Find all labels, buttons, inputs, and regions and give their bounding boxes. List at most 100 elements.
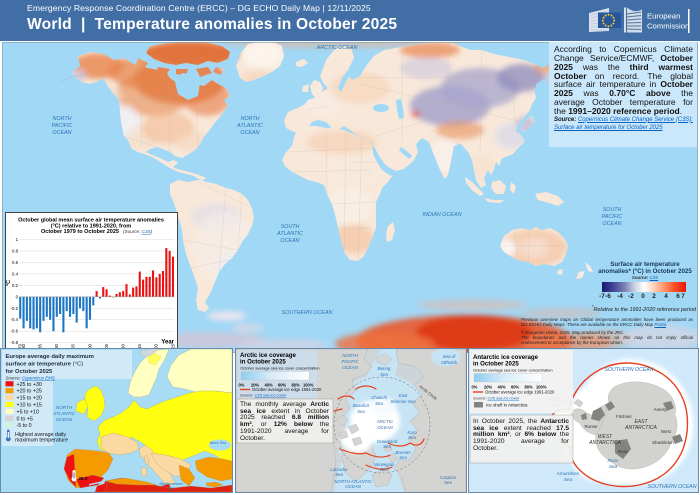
svg-text:0.2: 0.2 [12,283,19,288]
svg-text:-0.2: -0.2 [11,306,19,311]
svg-text:+15 to +20: +15 to +20 [17,396,42,402]
svg-text:80%: 80% [292,383,301,388]
svg-text:2000: 2000 [87,343,92,348]
svg-text:Source: C3S sea ice cover: Source: C3S sea ice cover [473,395,520,400]
svg-text:1979: 1979 [18,343,23,348]
svg-text:Barents: Barents [395,450,411,455]
svg-text:ANTARCTICA: ANTARCTICA [588,440,621,446]
svg-text:Sea of: Sea of [443,354,456,359]
svg-text:Ice shelf in Antarctica: Ice shelf in Antarctica [486,403,528,408]
svg-text:ARCTIC OCEAN: ARCTIC OCEAN [316,45,358,51]
svg-text:Greenland: Greenland [377,439,398,444]
svg-text:NORTH: NORTH [52,116,71,122]
svg-text:Sea: Sea [380,467,388,472]
svg-text:80%: 80% [525,385,534,390]
svg-text:NORTH: NORTH [56,405,73,410]
svg-text:October 1979 to October 2025: October 1979 to October 2025 [41,229,119,235]
svg-text:Black Sea: Black Sea [210,441,226,445]
svg-text:Europe average daily maximum: Europe average daily maximum [6,354,94,360]
svg-text:Sea: Sea [375,401,383,406]
svg-text:OCEAN: OCEAN [280,238,299,244]
svg-text:0: 0 [16,294,19,299]
svg-text:20%: 20% [484,385,493,390]
svg-text:INDIAN OCEAN: INDIAN OCEAN [423,212,462,218]
svg-text:Fitchner: Fitchner [616,414,632,419]
svg-text:Labrador: Labrador [330,467,348,472]
svg-text:Amundsen: Amundsen [556,471,580,477]
svg-text:1985: 1985 [38,343,43,348]
svg-text:-0.4: -0.4 [11,317,19,322]
svg-text:(Source: C3S): (Source: C3S) [123,229,153,234]
svg-text:Runne: Runne [585,424,598,429]
svg-text:1980: 1980 [21,343,26,348]
svg-text:0 to +5: 0 to +5 [17,416,33,422]
svg-text:October average ice edge 1991-: October average ice edge 1991-2020 [485,390,555,395]
svg-text:Shackleton: Shackleton [652,440,674,445]
svg-text:Mediterranean: Mediterranean [159,482,182,486]
svg-text:OCEAN: OCEAN [345,484,361,489]
svg-text:Sea: Sea [168,487,174,491]
svg-text:ATLANTIC: ATLANTIC [236,123,263,129]
svg-text:Source: C3S sea ice cover: Source: C3S sea ice cover [240,392,287,397]
svg-text:Sea: Sea [380,372,388,377]
svg-text:European: European [647,12,680,21]
svg-text:PACIFIC: PACIFIC [602,214,623,220]
svg-text:Sea: Sea [444,480,452,485]
svg-text:NORTH: NORTH [342,353,358,358]
svg-text:SOUTH: SOUTH [603,207,622,213]
svg-text:°C: °C [6,280,12,286]
svg-text:ANTARCTICA: ANTARCTICA [624,425,657,431]
svg-text:ARCTIC: ARCTIC [376,419,394,424]
svg-text:40%: 40% [265,383,274,388]
svg-text:ATLANTIC: ATLANTIC [276,231,303,237]
svg-text:2015: 2015 [137,343,142,348]
svg-text:SOUTHERN OCEAN: SOUTHERN OCEAN [648,484,697,490]
svg-text:OCEAN: OCEAN [240,130,259,136]
svg-text:0%: 0% [239,383,245,388]
svg-text:0.6: 0.6 [12,260,19,265]
svg-text:October average ice edge 1991-: October average ice edge 1991-2020 [252,387,322,392]
svg-text:Siberian Sea: Siberian Sea [390,399,416,404]
svg-text:OCEAN: OCEAN [602,221,621,227]
svg-text:0.4: 0.4 [12,271,19,276]
svg-text:Beaufort: Beaufort [353,403,370,408]
svg-text:Sea: Sea [335,472,343,477]
svg-text:Antarctic ice coverage: Antarctic ice coverage [473,354,539,361]
svg-text:in October 2025: in October 2025 [473,361,519,368]
svg-text:Source: Copernicus EMS: Source: Copernicus EMS [6,376,55,381]
svg-text:100%: 100% [536,385,547,390]
svg-text:+20 to +25: +20 to +25 [17,389,42,395]
svg-text:Sea: Sea [357,409,365,414]
svg-text:2025: 2025 [170,343,175,348]
svg-text:EAST: EAST [634,419,648,425]
svg-text:October average sea ice cover: October average sea ice cover concentrat… [473,368,553,373]
svg-text:OCEAN: OCEAN [52,130,71,136]
svg-text:PACIFIC: PACIFIC [342,359,360,364]
svg-text:2010: 2010 [121,343,126,348]
svg-text:SOUTH: SOUTH [281,224,300,230]
svg-text:20%: 20% [251,383,260,388]
svg-text:West: West [661,429,672,434]
svg-text:Ross: Ross [618,449,629,454]
svg-text:Sea: Sea [399,455,407,460]
svg-text:Highest average daily: Highest average daily [15,432,66,438]
svg-text:Chukchi: Chukchi [371,395,388,400]
svg-text:1995: 1995 [71,343,76,348]
svg-text:-0.8: -0.8 [11,340,19,345]
svg-text:Commission: Commission [647,22,689,31]
svg-text:OCEAN: OCEAN [342,365,358,370]
svg-text:in October 2025: in October 2025 [240,359,286,366]
svg-text:+10 to +15: +10 to +15 [17,403,42,409]
svg-text:NORTH ATLANTIC: NORTH ATLANTIC [334,479,372,484]
svg-text:OCEAN: OCEAN [377,425,393,430]
svg-text:Okhotsk: Okhotsk [441,360,458,365]
svg-text:NORTH: NORTH [240,116,259,122]
svg-text:surface air temperature (°C): surface air temperature (°C) [6,362,84,368]
svg-text:60%: 60% [511,385,520,390]
svg-text:Arctic ice coverage: Arctic ice coverage [240,352,297,359]
svg-text:East: East [399,393,409,398]
svg-text:2020: 2020 [154,343,159,348]
svg-text:0.8: 0.8 [12,249,19,254]
svg-text:+25 to +30: +25 to +30 [17,382,42,388]
svg-text:-5 to 0: -5 to 0 [17,423,32,429]
